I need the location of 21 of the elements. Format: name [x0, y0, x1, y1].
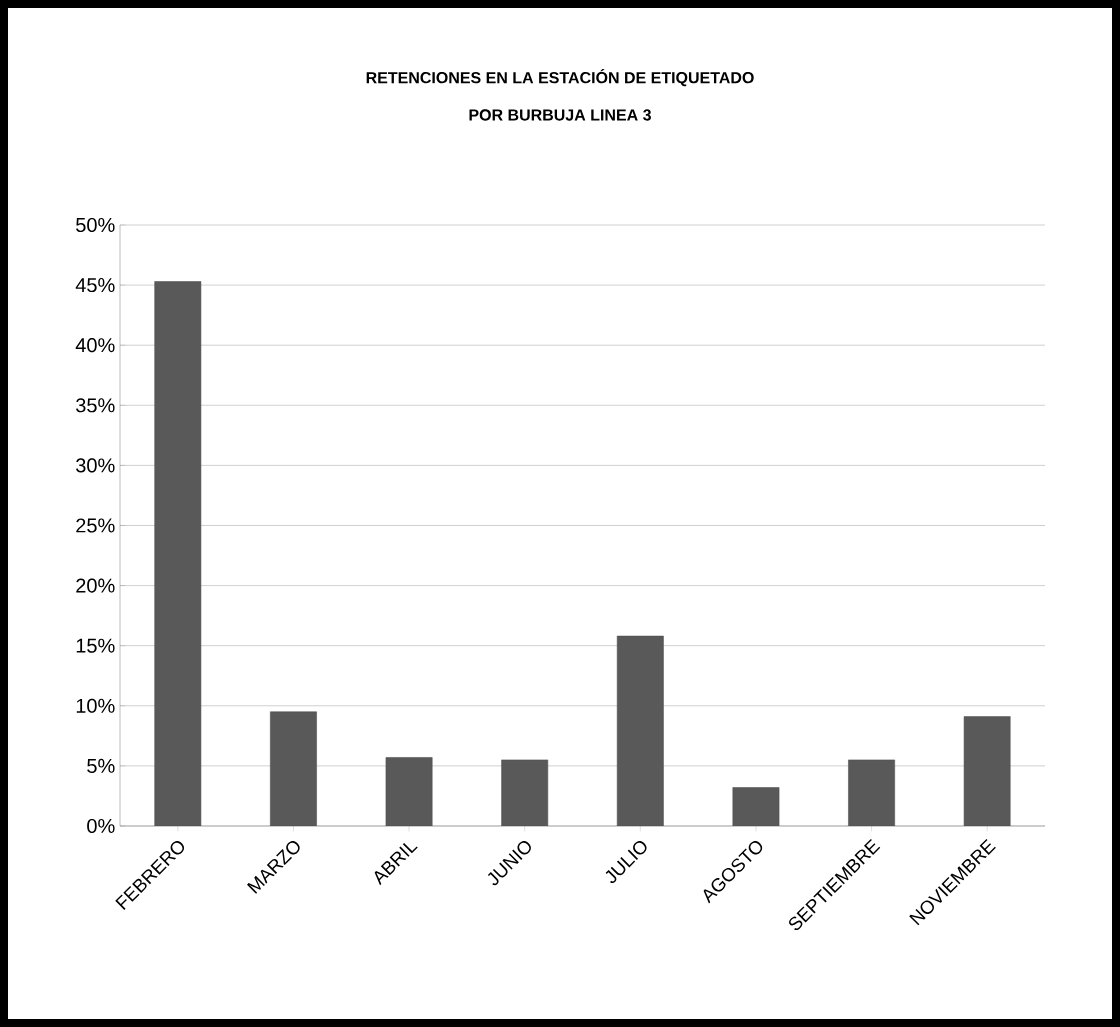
chart-subtitle: POR BURBUJA LINEA 3 [469, 109, 651, 121]
y-tick-label: 40% [75, 338, 115, 353]
y-tick-label: 35% [76, 398, 115, 413]
y-tick-label: 5% [87, 758, 115, 773]
bar [270, 711, 317, 826]
bar [501, 759, 549, 826]
bar [732, 787, 780, 826]
y-tick-label: 25% [76, 518, 115, 533]
y-tick-label: 20% [76, 578, 115, 593]
bar [848, 759, 895, 826]
bar [616, 635, 664, 826]
y-tick-label: 0% [87, 818, 115, 834]
bar [963, 716, 1011, 826]
bar [385, 757, 433, 826]
y-tick-label: 45% [75, 278, 115, 293]
y-tick-label: 10% [76, 698, 115, 713]
y-tick-label: 30% [76, 458, 115, 473]
y-tick-label: 50% [76, 217, 115, 233]
y-tick-label: 15% [76, 638, 115, 653]
bar [154, 281, 202, 826]
chart-title: RETENCIONES EN LA ESTACIÓN DE ETIQUETADO [366, 68, 754, 87]
